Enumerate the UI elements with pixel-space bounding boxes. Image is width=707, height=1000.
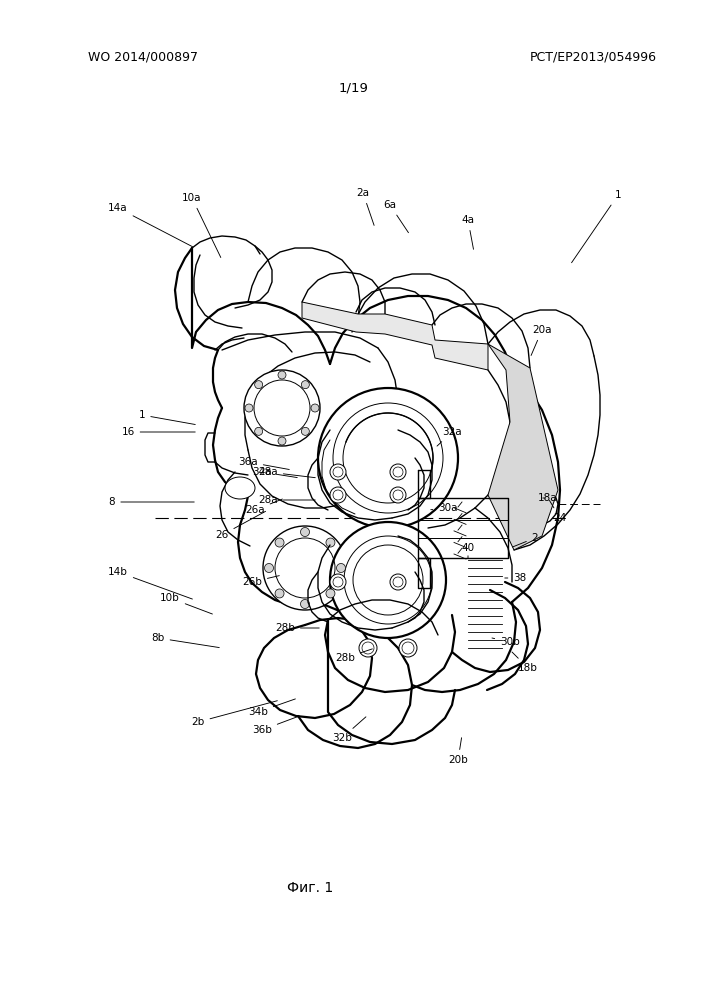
Text: 4a: 4a	[462, 215, 474, 249]
Polygon shape	[488, 344, 558, 550]
Circle shape	[255, 427, 263, 435]
Text: 26: 26	[216, 511, 266, 540]
Circle shape	[301, 381, 310, 389]
Text: 14b: 14b	[108, 567, 192, 599]
Circle shape	[390, 464, 406, 480]
Text: 38: 38	[505, 573, 527, 583]
Text: 10a: 10a	[182, 193, 221, 257]
Text: 26a: 26a	[245, 499, 282, 515]
Circle shape	[264, 564, 274, 572]
Circle shape	[390, 574, 406, 590]
Text: 18a: 18a	[538, 493, 558, 503]
Text: 2: 2	[513, 533, 538, 547]
Text: 8b: 8b	[151, 633, 219, 648]
Text: 40: 40	[462, 543, 474, 558]
Circle shape	[326, 538, 335, 547]
Circle shape	[330, 487, 346, 503]
Text: 30b: 30b	[492, 637, 520, 647]
Text: 6a: 6a	[383, 200, 409, 233]
Text: 32b: 32b	[332, 717, 366, 743]
Text: 34b: 34b	[248, 699, 296, 717]
Text: 28b: 28b	[335, 649, 373, 663]
Text: 28a: 28a	[258, 467, 315, 478]
Text: 18b: 18b	[512, 652, 538, 673]
Text: 16: 16	[122, 427, 195, 437]
Text: 1: 1	[139, 410, 195, 425]
Text: WO 2014/000897: WO 2014/000897	[88, 50, 198, 64]
Text: 24: 24	[549, 500, 566, 523]
Circle shape	[330, 464, 346, 480]
Circle shape	[278, 437, 286, 445]
Text: 34a: 34a	[252, 467, 297, 478]
Text: 10b: 10b	[160, 593, 212, 614]
Text: 20b: 20b	[448, 738, 468, 765]
Circle shape	[390, 487, 406, 503]
Circle shape	[300, 599, 310, 608]
Circle shape	[300, 528, 310, 536]
Text: 32a: 32a	[437, 427, 462, 446]
Circle shape	[330, 574, 346, 590]
Circle shape	[337, 564, 346, 572]
Text: PCT/EP2013/054996: PCT/EP2013/054996	[530, 50, 657, 64]
Circle shape	[326, 589, 335, 598]
Circle shape	[311, 404, 319, 412]
Text: 20a: 20a	[531, 325, 551, 355]
Ellipse shape	[225, 477, 255, 499]
Circle shape	[275, 589, 284, 598]
Text: 1: 1	[571, 190, 621, 263]
Circle shape	[245, 404, 253, 412]
Circle shape	[318, 388, 458, 528]
Circle shape	[244, 370, 320, 446]
Circle shape	[399, 639, 417, 657]
Text: 1/19: 1/19	[338, 82, 368, 95]
Text: 30a: 30a	[431, 503, 457, 513]
Circle shape	[359, 639, 377, 657]
Text: 2b: 2b	[192, 701, 277, 727]
Text: 36a: 36a	[238, 457, 289, 470]
Text: 26b: 26b	[242, 576, 279, 587]
Text: 8: 8	[109, 497, 194, 507]
Text: 14a: 14a	[108, 203, 192, 247]
Circle shape	[255, 381, 263, 389]
Text: 28b: 28b	[275, 623, 320, 633]
Text: 28a: 28a	[258, 495, 315, 505]
Text: 2a: 2a	[356, 188, 374, 225]
Circle shape	[330, 522, 446, 638]
Circle shape	[275, 538, 284, 547]
Text: Фиг. 1: Фиг. 1	[287, 881, 333, 895]
Polygon shape	[302, 302, 488, 370]
Text: 36b: 36b	[252, 716, 299, 735]
Circle shape	[278, 371, 286, 379]
Circle shape	[301, 427, 310, 435]
Circle shape	[263, 526, 347, 610]
